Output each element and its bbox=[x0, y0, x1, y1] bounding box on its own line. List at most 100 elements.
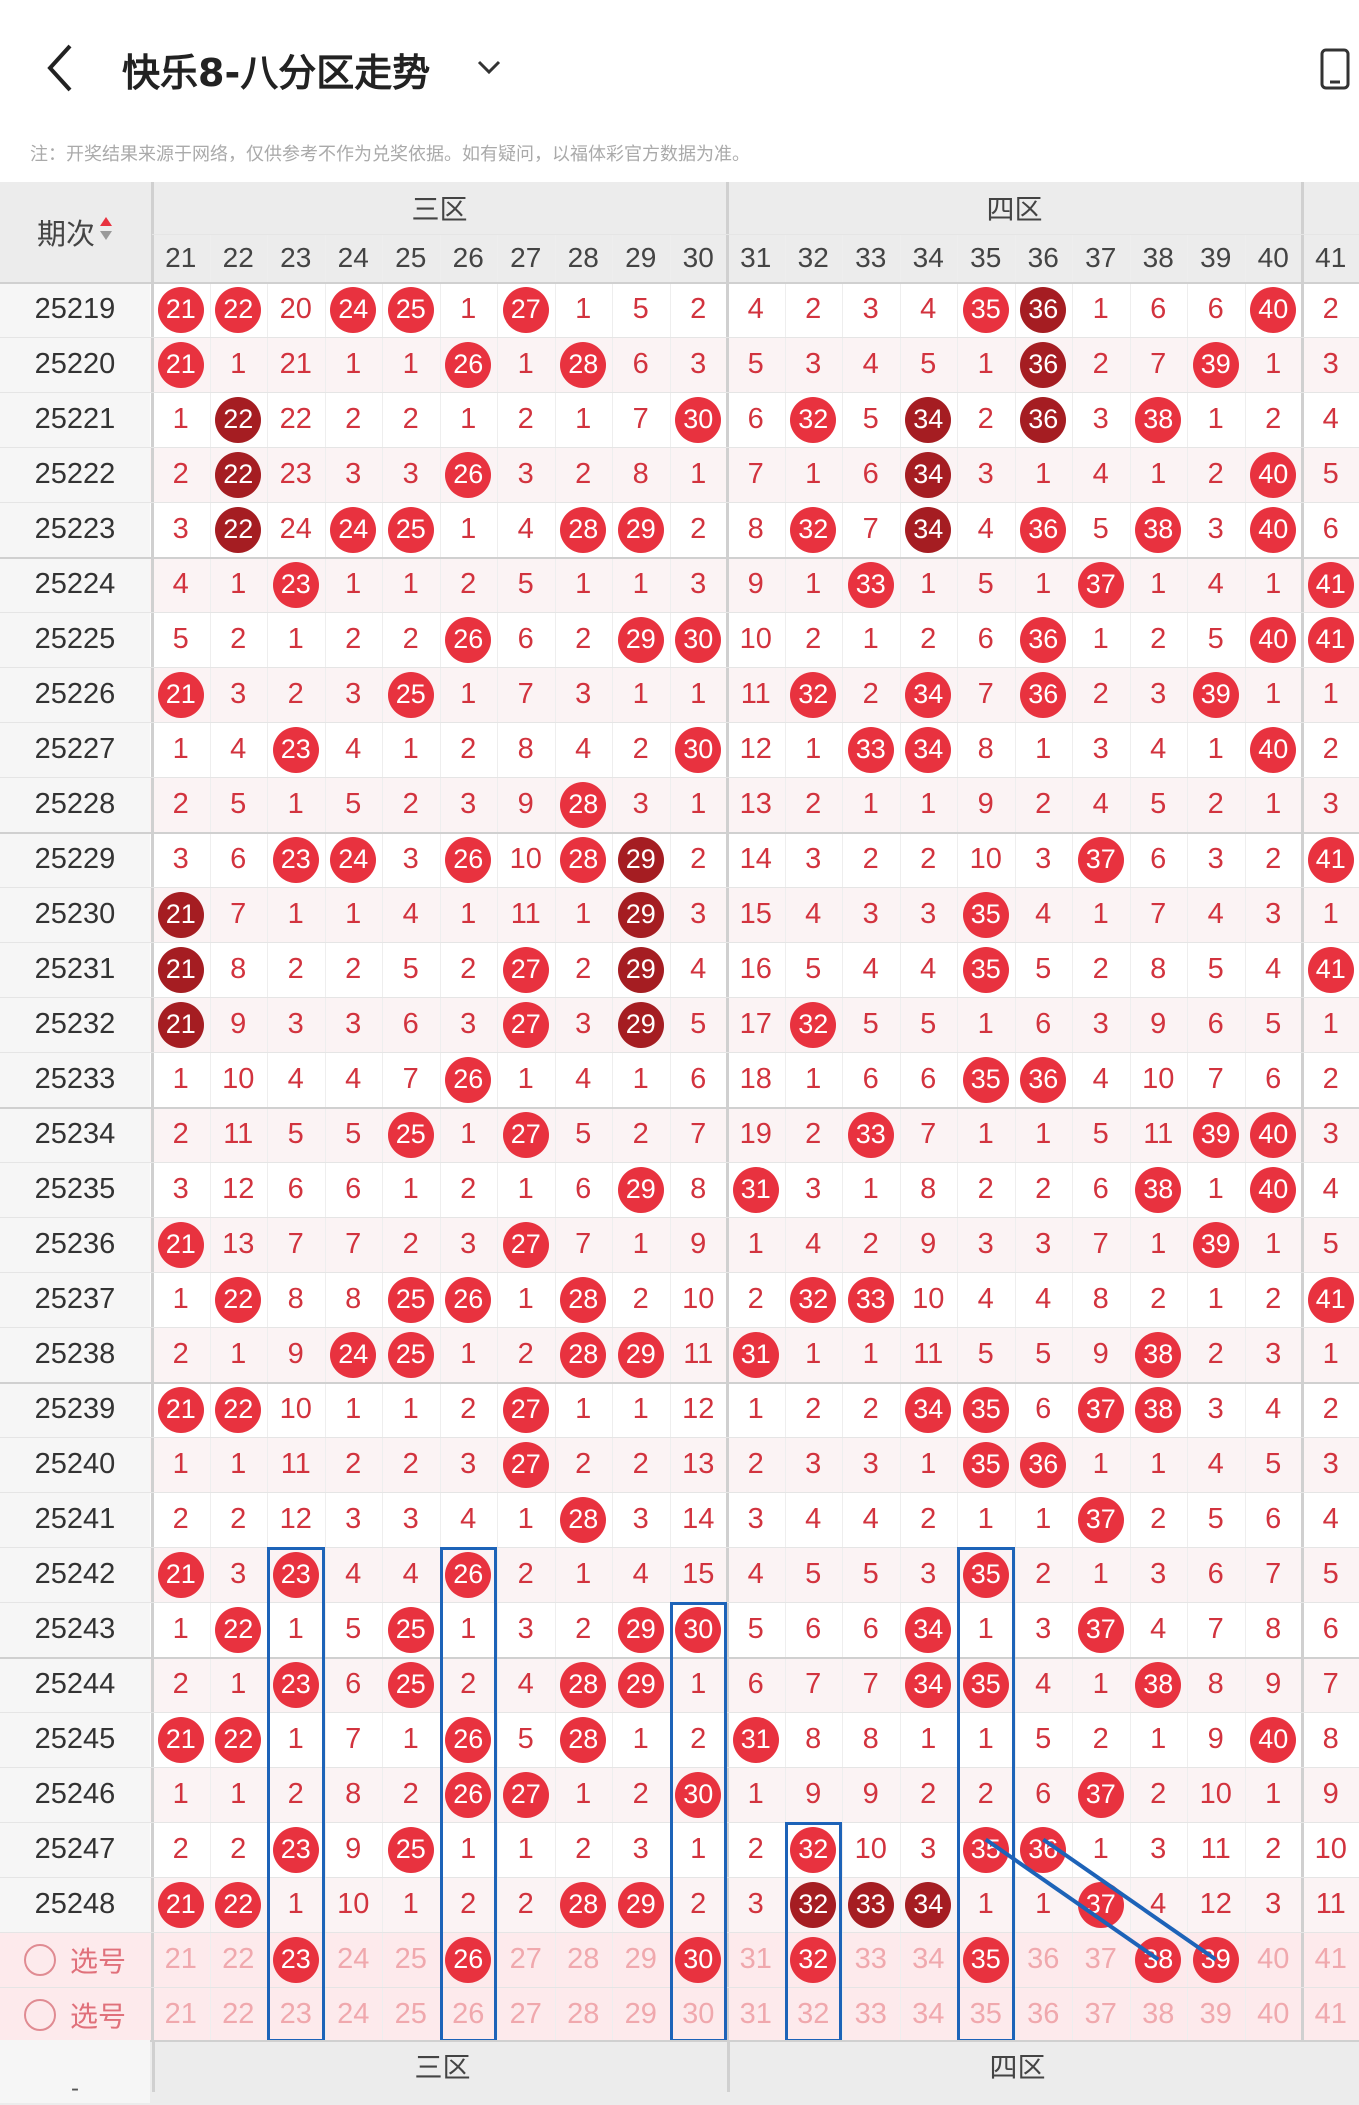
select-number-cell[interactable]: 33 bbox=[854, 1998, 887, 2030]
trend-cell: 5 bbox=[1322, 1558, 1339, 1590]
select-number-cell[interactable]: 29 bbox=[624, 1998, 657, 2030]
trend-cell: 21 bbox=[152, 1877, 210, 1932]
trend-cell: 2 bbox=[402, 1448, 419, 1480]
trend-cell: 35 bbox=[957, 1547, 1015, 1602]
select-number-cell[interactable]: 37 bbox=[1084, 1943, 1117, 1975]
row-divider bbox=[0, 1657, 1359, 1659]
trend-cell: 9 bbox=[287, 1338, 304, 1370]
select-number-cell[interactable]: 33 bbox=[854, 1943, 887, 1975]
select-number-cell[interactable]: 23 bbox=[267, 1932, 325, 1987]
select-number-cell[interactable]: 29 bbox=[624, 1943, 657, 1975]
trend-cell: 21 bbox=[152, 282, 210, 337]
row-background bbox=[0, 1547, 1359, 1602]
draw-ball: 40 bbox=[1250, 451, 1297, 498]
chevron-down-icon[interactable] bbox=[476, 52, 502, 82]
select-number-cell[interactable]: 30 bbox=[670, 1932, 728, 1987]
select-number-cell[interactable]: 21 bbox=[164, 1943, 197, 1975]
select-number-cell[interactable]: 21 bbox=[164, 1998, 197, 2030]
trend-cell: 9 bbox=[1265, 1668, 1282, 1700]
trend-cell: 8 bbox=[920, 1173, 937, 1205]
radio-circle-icon[interactable] bbox=[23, 1943, 56, 1976]
trend-cell: 3 bbox=[1265, 1338, 1282, 1370]
select-number-cell[interactable]: 22 bbox=[222, 1943, 255, 1975]
trend-cell: 6 bbox=[1322, 513, 1339, 545]
selected-ball[interactable]: 39 bbox=[1192, 1936, 1239, 1983]
select-number-cell[interactable]: 41 bbox=[1314, 1943, 1347, 1975]
select-number-cell[interactable]: 22 bbox=[222, 1998, 255, 2030]
select-number-cell[interactable]: 40 bbox=[1257, 1943, 1290, 1975]
draw-ball: 36 bbox=[1020, 286, 1067, 333]
trend-cell: 1 bbox=[517, 1283, 534, 1315]
selected-ball[interactable]: 30 bbox=[675, 1936, 722, 1983]
select-number-cell[interactable]: 25 bbox=[394, 1943, 427, 1975]
trend-cell: 1 bbox=[1322, 678, 1339, 710]
select-number-cell[interactable]: 24 bbox=[337, 1943, 370, 1975]
row-background bbox=[0, 1162, 1359, 1217]
trend-cell: 29 bbox=[612, 942, 670, 997]
trend-cell: 8 bbox=[1265, 1613, 1282, 1645]
table-row: 25240 1 1 11 2 2 3 27 2 2 13 2 3 3 1 35 36 1 1 4 5 3 bbox=[0, 1437, 1359, 1492]
trend-cell: 1 bbox=[1092, 1833, 1109, 1865]
select-number-cell[interactable]: 34 bbox=[912, 1943, 945, 1975]
select-number-cell[interactable]: 36 bbox=[1027, 1943, 1060, 1975]
select-number-cell[interactable]: 30 bbox=[682, 1998, 715, 2030]
back-arrow-icon[interactable] bbox=[40, 38, 80, 98]
select-number-cell[interactable]: 31 bbox=[739, 1943, 772, 1975]
draw-ball: 34 bbox=[905, 671, 952, 718]
select-number-cell[interactable]: 23 bbox=[279, 1998, 312, 2030]
selected-ball[interactable]: 23 bbox=[272, 1936, 319, 1983]
draw-ball: 39 bbox=[1192, 1221, 1239, 1268]
select-number-cell[interactable]: 35 bbox=[969, 1998, 1002, 2030]
trend-cell: 35 bbox=[957, 282, 1015, 337]
select-number-cell[interactable]: 40 bbox=[1257, 1998, 1290, 2030]
select-number-cell[interactable]: 27 bbox=[509, 1998, 542, 2030]
select-number-cell[interactable]: 34 bbox=[912, 1998, 945, 2030]
select-number-cell[interactable]: 41 bbox=[1314, 1998, 1347, 2030]
page-title[interactable]: 快乐8-八分区走势 bbox=[122, 51, 431, 95]
select-number-cell[interactable]: 28 bbox=[567, 1998, 600, 2030]
trend-cell: 2 bbox=[690, 843, 707, 875]
trend-cell: 3 bbox=[1265, 898, 1282, 930]
trend-cell: 8 bbox=[747, 513, 764, 545]
select-number-cell[interactable]: 38 bbox=[1142, 1998, 1175, 2030]
trend-cell: 2 bbox=[287, 1778, 304, 1810]
trend-cell: 27 bbox=[497, 282, 555, 337]
select-number-cell[interactable]: 26 bbox=[452, 1998, 485, 2030]
trend-cell: 5 bbox=[575, 1118, 592, 1150]
select-number-cell[interactable]: 32 bbox=[797, 1998, 830, 2030]
table-row: 25229 3 6 23 24 3 26 10 28 29 2 14 3 2 2 10 3 37 6 3 2 41 bbox=[0, 832, 1359, 887]
trend-cell: 41 bbox=[1302, 942, 1359, 997]
trend-cell: 2 bbox=[517, 1558, 534, 1590]
issue-number: 25236 bbox=[34, 1228, 116, 1260]
trend-cell: 2 bbox=[977, 1173, 994, 1205]
trend-cell: 4 bbox=[1207, 568, 1224, 600]
select-number-cell[interactable]: 26 bbox=[440, 1932, 498, 1987]
select-row-label[interactable]: 选号 bbox=[0, 1932, 150, 1987]
selected-ball[interactable]: 32 bbox=[790, 1936, 837, 1983]
select-number-cell[interactable]: 24 bbox=[337, 1998, 370, 2030]
selected-ball[interactable]: 26 bbox=[445, 1936, 492, 1983]
trend-cell: 36 bbox=[1015, 1437, 1073, 1492]
trend-cell: 1 bbox=[1207, 1283, 1224, 1315]
select-number-cell[interactable]: 39 bbox=[1199, 1998, 1232, 2030]
trend-cell: 1 bbox=[1150, 1228, 1167, 1260]
select-row-label[interactable]: 选号 bbox=[0, 1987, 150, 2042]
select-number-cell[interactable]: 38 bbox=[1130, 1932, 1188, 1987]
sort-arrows-icon[interactable] bbox=[99, 213, 113, 251]
select-number-cell[interactable]: 27 bbox=[509, 1943, 542, 1975]
device-icon[interactable] bbox=[1318, 46, 1359, 92]
select-number-cell[interactable]: 36 bbox=[1027, 1998, 1060, 2030]
row-background bbox=[0, 557, 1359, 612]
trend-cell: 1 bbox=[805, 1063, 822, 1095]
issue-header[interactable]: 期次 bbox=[0, 182, 150, 282]
trend-cell: 32 bbox=[785, 502, 843, 557]
trend-cell: 7 bbox=[1322, 1668, 1339, 1700]
select-number-cell[interactable]: 28 bbox=[567, 1943, 600, 1975]
select-number-cell[interactable]: 39 bbox=[1187, 1932, 1245, 1987]
select-number-cell[interactable]: 31 bbox=[739, 1998, 772, 2030]
select-number-cell[interactable]: 25 bbox=[394, 1998, 427, 2030]
radio-circle-icon[interactable] bbox=[23, 1998, 56, 2031]
selected-ball[interactable]: 38 bbox=[1135, 1936, 1182, 1983]
select-number-cell[interactable]: 32 bbox=[785, 1932, 843, 1987]
select-number-cell[interactable]: 37 bbox=[1084, 1998, 1117, 2030]
